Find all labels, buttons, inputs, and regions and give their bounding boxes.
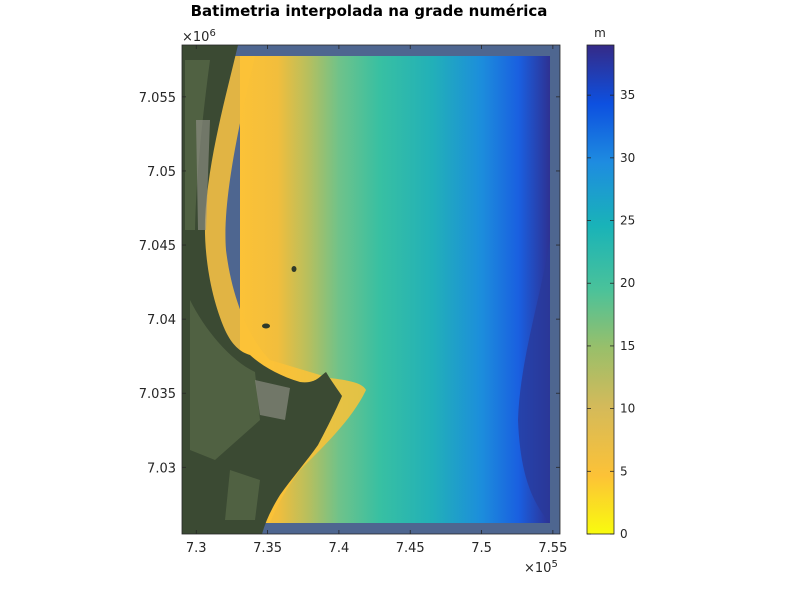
island <box>291 266 297 272</box>
y-tick-label: 7.055 <box>139 91 176 106</box>
y-tick-label: 7.04 <box>147 313 176 328</box>
axes-box <box>181 44 561 535</box>
land-texture <box>185 60 260 520</box>
x-tick-label: 7.45 <box>396 541 425 556</box>
colorbar <box>586 44 615 535</box>
y-axis: 7.03 7.035 7.04 7.045 7.05 7.055 <box>139 91 560 476</box>
y-tick-label: 7.035 <box>139 387 176 402</box>
colorbar-tick-label: 10 <box>620 402 635 416</box>
island <box>262 323 270 329</box>
y-tick-label: 7.045 <box>139 239 176 254</box>
x-tick-label: 7.35 <box>253 541 282 556</box>
colorbar-tick-label: 15 <box>620 339 635 353</box>
deep-zone <box>518 240 550 523</box>
plot-area <box>182 45 560 534</box>
colorbar-tick-label: 25 <box>620 214 635 228</box>
x-tick-label: 7.4 <box>329 541 350 556</box>
y-tick-label: 7.03 <box>147 461 176 476</box>
colorbar-tick-label: 0 <box>620 527 628 541</box>
x-axis-multiplier: ×105 <box>524 559 558 576</box>
colorbar-tick-label: 30 <box>620 151 635 165</box>
y-tick-label: 7.05 <box>147 165 176 180</box>
colorbar-tick-label: 20 <box>620 276 635 290</box>
y-axis-multiplier: ×106 <box>182 28 216 45</box>
x-tick-label: 7.5 <box>471 541 492 556</box>
colorbar-tick-label: 5 <box>620 464 628 478</box>
x-tick-label: 7.3 <box>186 541 207 556</box>
colorbar-ticks: 0 5 10 15 20 25 30 35 <box>587 88 635 541</box>
colorbar-tick-label: 35 <box>620 88 635 102</box>
x-axis: 7.3 7.35 7.4 7.45 7.5 7.55 <box>186 45 567 556</box>
x-tick-label: 7.55 <box>538 541 567 556</box>
urban-area <box>196 120 290 420</box>
chart-title: Batimetria interpolada na grade numérica <box>191 2 548 20</box>
colorbar-label: m <box>594 26 606 40</box>
